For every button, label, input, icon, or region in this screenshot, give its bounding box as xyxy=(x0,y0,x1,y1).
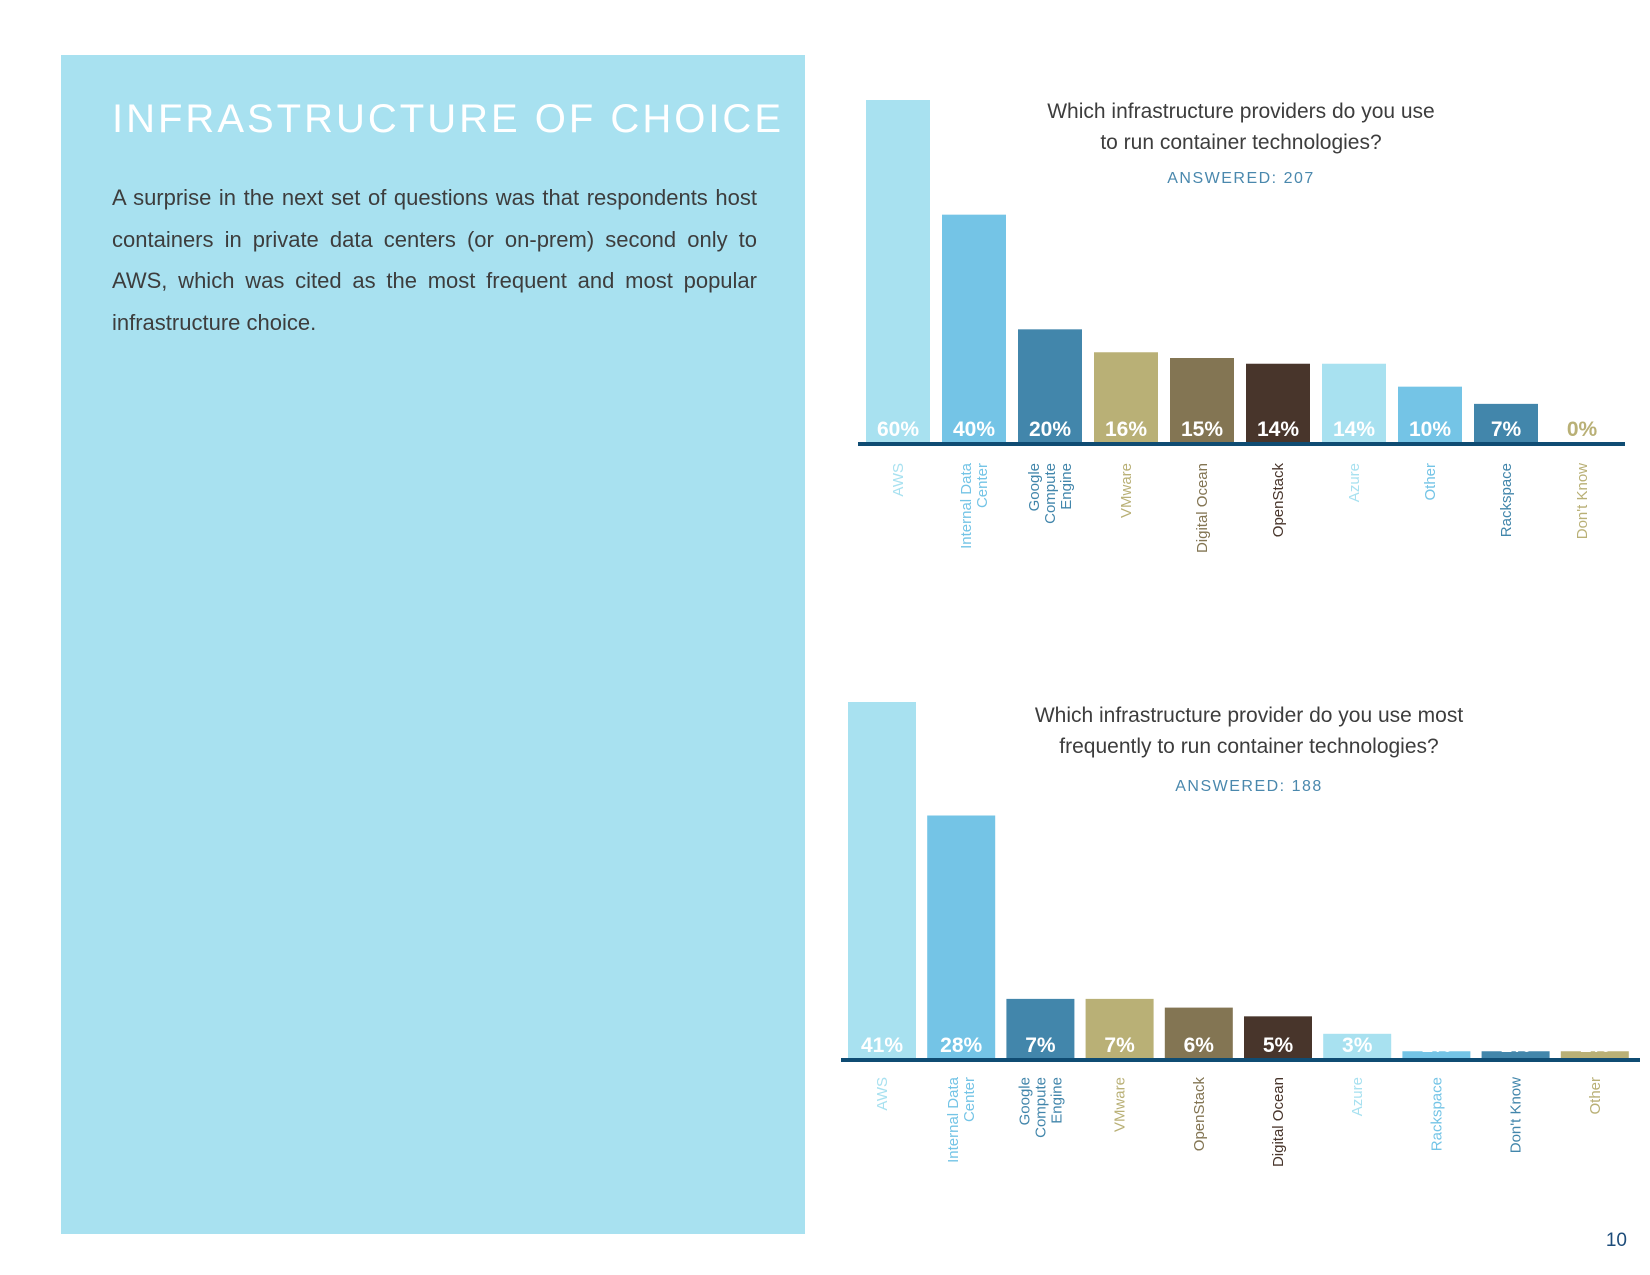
chart-2-value-label-rackspace: 1% xyxy=(1421,1034,1452,1057)
chart-2-category-label-other: Other xyxy=(1587,1077,1604,1115)
chart-2-bar-internal-data-center xyxy=(927,815,996,1060)
page-title: INFRASTRUCTURE OF CHOICE xyxy=(112,97,784,141)
chart-1-category-label-aws: AWS xyxy=(890,463,907,497)
chart-1-bar-openstack xyxy=(1246,363,1310,444)
chart-1-answered: ANSWERED: 207 xyxy=(1167,170,1315,187)
chart-2-category-label-internal-data-center: Internal DataCenter xyxy=(945,1076,978,1163)
chart-2-value-label-aws: 41% xyxy=(861,1034,903,1057)
chart-1-value-label-google-compute-engine: 20% xyxy=(1029,418,1071,441)
chart-1-category-label-digital-ocean: Digital Ocean xyxy=(1194,463,1211,553)
chart-2-category-label-don-t-know: Don't Know xyxy=(1508,1077,1525,1153)
chart-2-value-label-azure: 3% xyxy=(1342,1034,1373,1057)
chart-1-bar-internal-data-center xyxy=(942,214,1006,444)
chart-1-value-label-rackspace: 7% xyxy=(1491,418,1522,441)
chart-2-bar-google-compute-engine xyxy=(1006,998,1075,1060)
chart-1-value-label-digital-ocean: 15% xyxy=(1181,418,1223,441)
page-number: 10 xyxy=(1605,1230,1627,1251)
chart-1-category-label-rackspace: Rackspace xyxy=(1498,463,1515,537)
chart-2-category-label-digital-ocean: Digital Ocean xyxy=(1270,1077,1287,1167)
chart-1-category-label-internal-data-center: Internal DataCenter xyxy=(958,462,991,549)
intro-panel: INFRASTRUCTURE OF CHOICE A surprise in t… xyxy=(61,55,805,1234)
chart-2-value-label-google-compute-engine: 7% xyxy=(1025,1034,1056,1057)
chart-1-category-label-vmware: VMware xyxy=(1118,463,1135,518)
chart-1-category-label-google-compute-engine: GoogleComputeEngine xyxy=(1026,463,1075,524)
chart-2-answered: ANSWERED: 188 xyxy=(1175,778,1323,795)
chart-2-category-label-azure: Azure xyxy=(1349,1077,1366,1116)
chart-1-value-label-vmware: 16% xyxy=(1105,418,1147,441)
chart-1-category-label-don-t-know: Don't Know xyxy=(1574,463,1591,539)
chart-1-value-label-other: 10% xyxy=(1409,418,1451,441)
chart-2-value-label-digital-ocean: 5% xyxy=(1263,1034,1294,1057)
chart-2-value-label-vmware: 7% xyxy=(1104,1034,1135,1057)
chart-1-title-line: to run container technologies? xyxy=(1100,131,1381,154)
chart-1-bar-rackspace xyxy=(1474,403,1538,444)
chart-2-bar-don-t-know xyxy=(1481,1051,1550,1060)
chart-2-category-label-aws: AWS xyxy=(874,1077,891,1111)
chart-2-value-label-other: 1% xyxy=(1580,1034,1611,1057)
chart-2-value-label-don-t-know: 1% xyxy=(1500,1034,1531,1057)
chart-1-bar-other xyxy=(1398,386,1462,444)
chart-1-bar-aws xyxy=(866,100,930,444)
chart-1-title-line: Which infrastructure providers do you us… xyxy=(1047,100,1435,123)
chart-2-bar-azure xyxy=(1323,1033,1392,1060)
chart-1-bar-vmware xyxy=(1094,352,1158,444)
chart-2-value-label-internal-data-center: 28% xyxy=(940,1034,982,1057)
chart-2-value-label-openstack: 6% xyxy=(1184,1034,1215,1057)
chart-2-bar-rackspace xyxy=(1402,1051,1471,1060)
chart-2-category-label-google-compute-engine: GoogleComputeEngine xyxy=(1016,1077,1065,1138)
chart-2-bar-vmware xyxy=(1085,998,1154,1060)
chart-2-bar-aws xyxy=(848,702,916,1060)
chart-1-bar-digital-ocean xyxy=(1170,358,1234,444)
intro-paragraph: A surprise in the next set of questions … xyxy=(112,185,757,335)
chart-1-value-label-internal-data-center: 40% xyxy=(953,418,995,441)
chart-1-value-label-openstack: 14% xyxy=(1257,418,1299,441)
chart-1-category-label-other: Other xyxy=(1422,463,1439,501)
chart-1-value-label-aws: 60% xyxy=(877,418,919,441)
chart-1-value-label-azure: 14% xyxy=(1333,418,1375,441)
chart-2-category-label-openstack: OpenStack xyxy=(1191,1077,1208,1152)
chart-2-title-line: frequently to run container technologies… xyxy=(1059,735,1438,758)
chart-1-bar-google-compute-engine xyxy=(1018,329,1082,444)
chart-1-value-label-don-t-know: 0% xyxy=(1567,418,1598,441)
chart-1-bar-azure xyxy=(1322,363,1386,444)
chart-2-category-label-rackspace: Rackspace xyxy=(1428,1077,1445,1151)
chart-2-bar-other xyxy=(1560,1051,1629,1060)
chart-2-bar-openstack xyxy=(1164,1007,1233,1060)
chart-1-category-label-openstack: OpenStack xyxy=(1270,463,1287,538)
chart-1-category-label-azure: Azure xyxy=(1346,463,1363,502)
chart-2-title-line: Which infrastructure provider do you use… xyxy=(1035,704,1464,727)
chart-2-category-label-vmware: VMware xyxy=(1112,1077,1129,1132)
chart-2-bar-digital-ocean xyxy=(1244,1016,1312,1060)
